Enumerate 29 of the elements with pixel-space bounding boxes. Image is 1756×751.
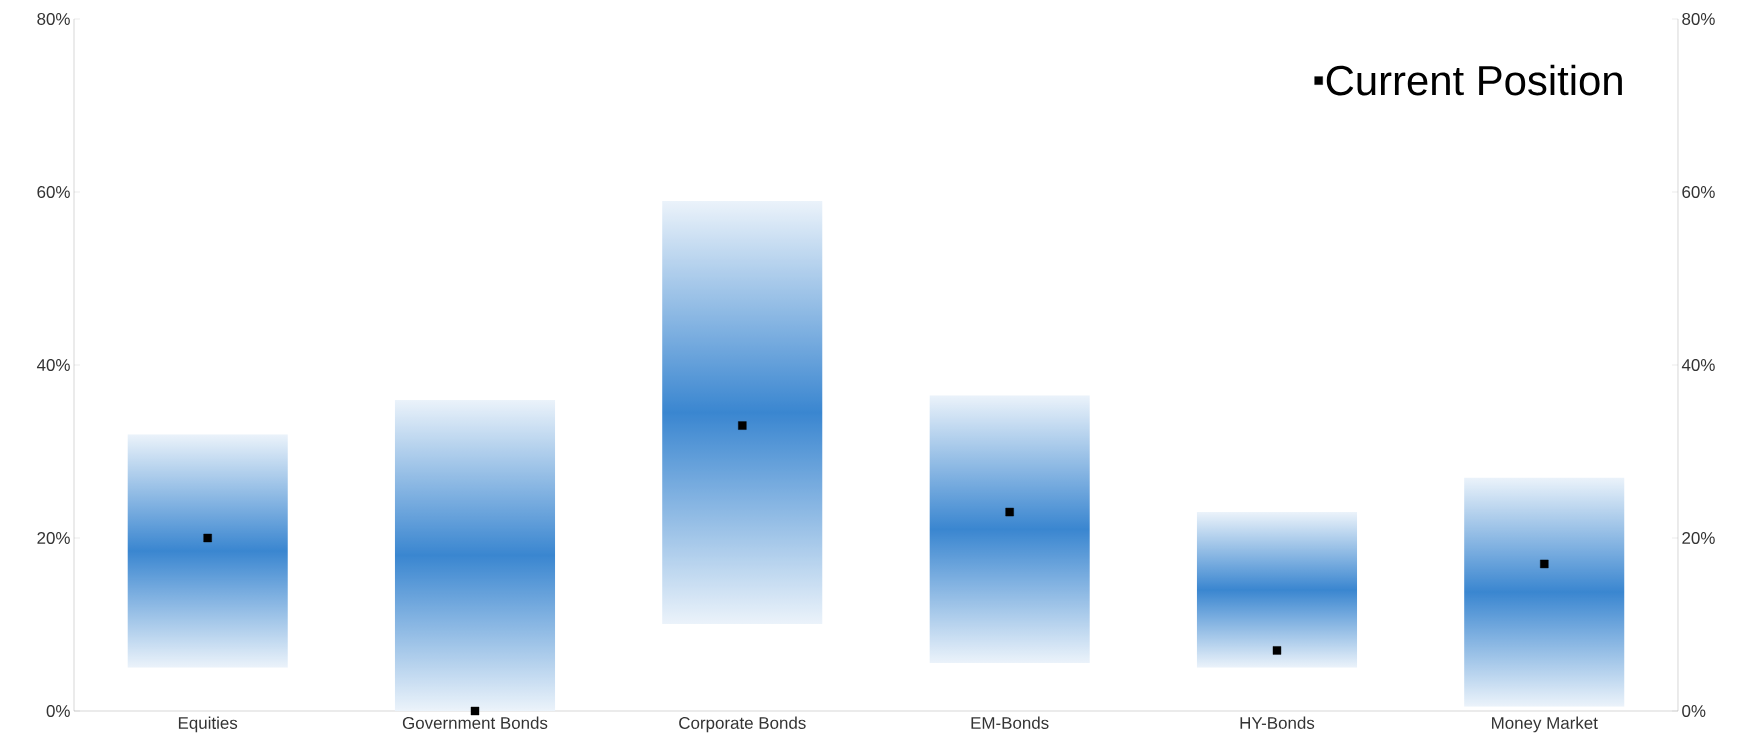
bar: [127, 434, 288, 668]
x-tick-label: EM-Bonds: [971, 716, 1049, 729]
legend-label: Current Position: [1326, 64, 1622, 96]
bar: [1196, 512, 1358, 668]
point: [1272, 646, 1282, 655]
y-tick-label: 40%: [36, 359, 70, 371]
bar: [1464, 477, 1625, 707]
y2-tick-label: 0%: [1682, 705, 1706, 717]
y-tick-label: 80%: [37, 13, 70, 25]
y-tick-label: 20%: [37, 532, 70, 544]
x-tick-label: Government Bonds: [402, 716, 548, 729]
bar: [929, 395, 1090, 663]
point: [738, 421, 747, 430]
point: [470, 706, 480, 716]
x-tick-label: Equities: [178, 716, 238, 733]
y2-tick-label: 40%: [1681, 359, 1715, 371]
y2-tick-label: 20%: [1682, 532, 1715, 544]
y2-tick-label: 60%: [1682, 186, 1715, 198]
x-tick-label: Corporate Bonds: [679, 716, 806, 733]
point: [1005, 507, 1014, 517]
y-tick-label: 60%: [37, 186, 70, 198]
bar: [662, 201, 823, 624]
y2-tick-label: 80%: [1682, 13, 1715, 25]
bar: [394, 400, 556, 711]
y-tick-label: 0%: [46, 705, 70, 717]
x-tick-label: HY-Bonds: [1240, 716, 1315, 729]
point: [203, 533, 212, 543]
x-tick-label: Money Market: [1492, 716, 1598, 733]
point: [1540, 559, 1549, 569]
